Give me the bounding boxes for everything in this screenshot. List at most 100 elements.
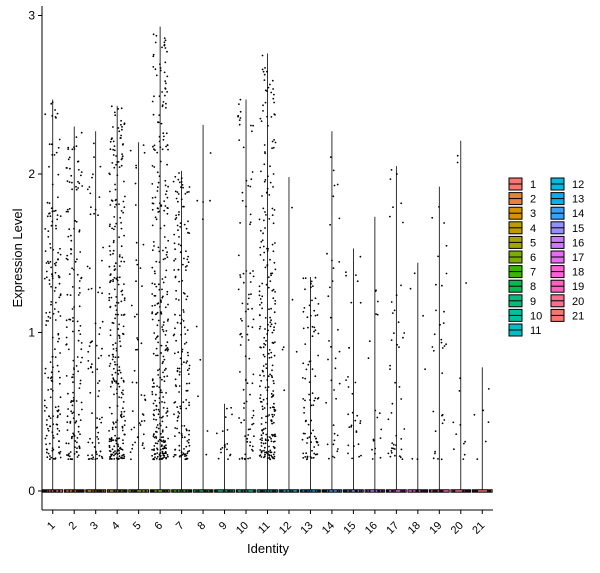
data-point <box>56 433 59 436</box>
data-point <box>115 163 117 166</box>
data-point <box>393 448 396 450</box>
data-point <box>45 451 48 454</box>
data-point <box>247 325 250 328</box>
data-point <box>216 490 219 492</box>
data-point <box>162 407 165 409</box>
data-point <box>180 432 183 435</box>
data-point <box>259 314 261 317</box>
data-point <box>164 451 167 453</box>
data-point <box>249 281 252 283</box>
data-point <box>116 278 118 280</box>
data-point <box>178 385 181 387</box>
data-point <box>161 104 164 106</box>
data-point <box>117 382 120 385</box>
data-point <box>230 406 233 409</box>
x-axis-title: Identity <box>247 541 289 556</box>
data-point <box>240 318 242 320</box>
data-point <box>239 344 242 346</box>
data-point <box>186 369 189 372</box>
data-point <box>157 440 160 442</box>
data-point <box>163 456 166 458</box>
data-point <box>331 455 334 458</box>
data-point <box>223 443 226 446</box>
data-point <box>439 323 441 326</box>
data-point <box>158 368 161 371</box>
data-point <box>155 437 158 439</box>
data-point <box>116 161 119 163</box>
data-point <box>121 289 124 292</box>
data-point <box>117 373 120 375</box>
data-point <box>310 280 313 283</box>
data-point <box>249 185 252 188</box>
data-point <box>206 430 209 432</box>
data-point <box>123 455 126 458</box>
data-point <box>180 186 182 189</box>
data-point <box>159 391 162 394</box>
data-point <box>402 221 404 224</box>
data-point <box>258 218 261 221</box>
data-point <box>111 200 114 202</box>
data-point <box>164 246 167 249</box>
data-point <box>435 309 437 312</box>
data-point <box>50 371 53 374</box>
data-point <box>121 454 124 457</box>
data-point <box>153 283 156 286</box>
data-point <box>209 199 211 202</box>
data-point <box>180 318 183 321</box>
data-point <box>441 422 444 425</box>
data-point <box>167 437 170 440</box>
data-point <box>108 225 111 228</box>
data-point <box>51 355 54 358</box>
data-point <box>160 344 163 347</box>
data-point <box>77 490 80 492</box>
data-point <box>51 336 54 339</box>
data-point <box>272 288 275 291</box>
data-point <box>98 490 100 492</box>
data-point <box>253 435 255 438</box>
data-point <box>96 453 98 456</box>
data-point <box>120 123 122 126</box>
data-point <box>160 122 163 125</box>
data-point <box>116 276 119 279</box>
data-point <box>440 338 443 341</box>
data-point <box>187 373 190 375</box>
data-point <box>463 442 465 445</box>
data-point <box>443 345 446 347</box>
data-point <box>161 429 164 432</box>
data-point <box>281 348 284 351</box>
data-point <box>327 295 330 298</box>
data-point <box>312 429 314 432</box>
data-point <box>108 172 111 175</box>
data-point <box>267 286 270 289</box>
data-point <box>302 398 305 400</box>
data-point <box>186 382 188 385</box>
data-point <box>73 227 75 230</box>
data-point <box>120 245 123 248</box>
data-point <box>391 447 393 450</box>
data-point <box>259 304 261 306</box>
data-point <box>88 345 91 347</box>
data-point <box>347 386 350 388</box>
data-point <box>390 339 393 341</box>
data-point <box>226 443 229 445</box>
data-point <box>188 490 190 492</box>
data-point <box>403 332 406 334</box>
data-point <box>159 69 162 72</box>
data-point <box>50 207 53 210</box>
data-point <box>151 183 154 185</box>
data-point <box>316 314 319 316</box>
data-point <box>136 436 139 439</box>
data-point <box>108 444 111 447</box>
data-point <box>113 145 116 148</box>
data-point <box>267 124 269 127</box>
data-point <box>167 303 169 306</box>
data-point <box>441 284 443 287</box>
data-point <box>80 131 83 134</box>
data-point <box>164 94 166 97</box>
data-point <box>261 405 264 408</box>
data-point <box>338 382 341 385</box>
data-point <box>51 447 54 449</box>
data-point <box>118 236 120 239</box>
data-point <box>58 446 60 449</box>
data-point <box>350 425 353 428</box>
